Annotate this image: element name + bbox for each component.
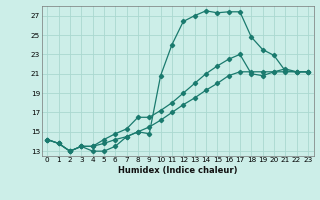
X-axis label: Humidex (Indice chaleur): Humidex (Indice chaleur) bbox=[118, 166, 237, 175]
